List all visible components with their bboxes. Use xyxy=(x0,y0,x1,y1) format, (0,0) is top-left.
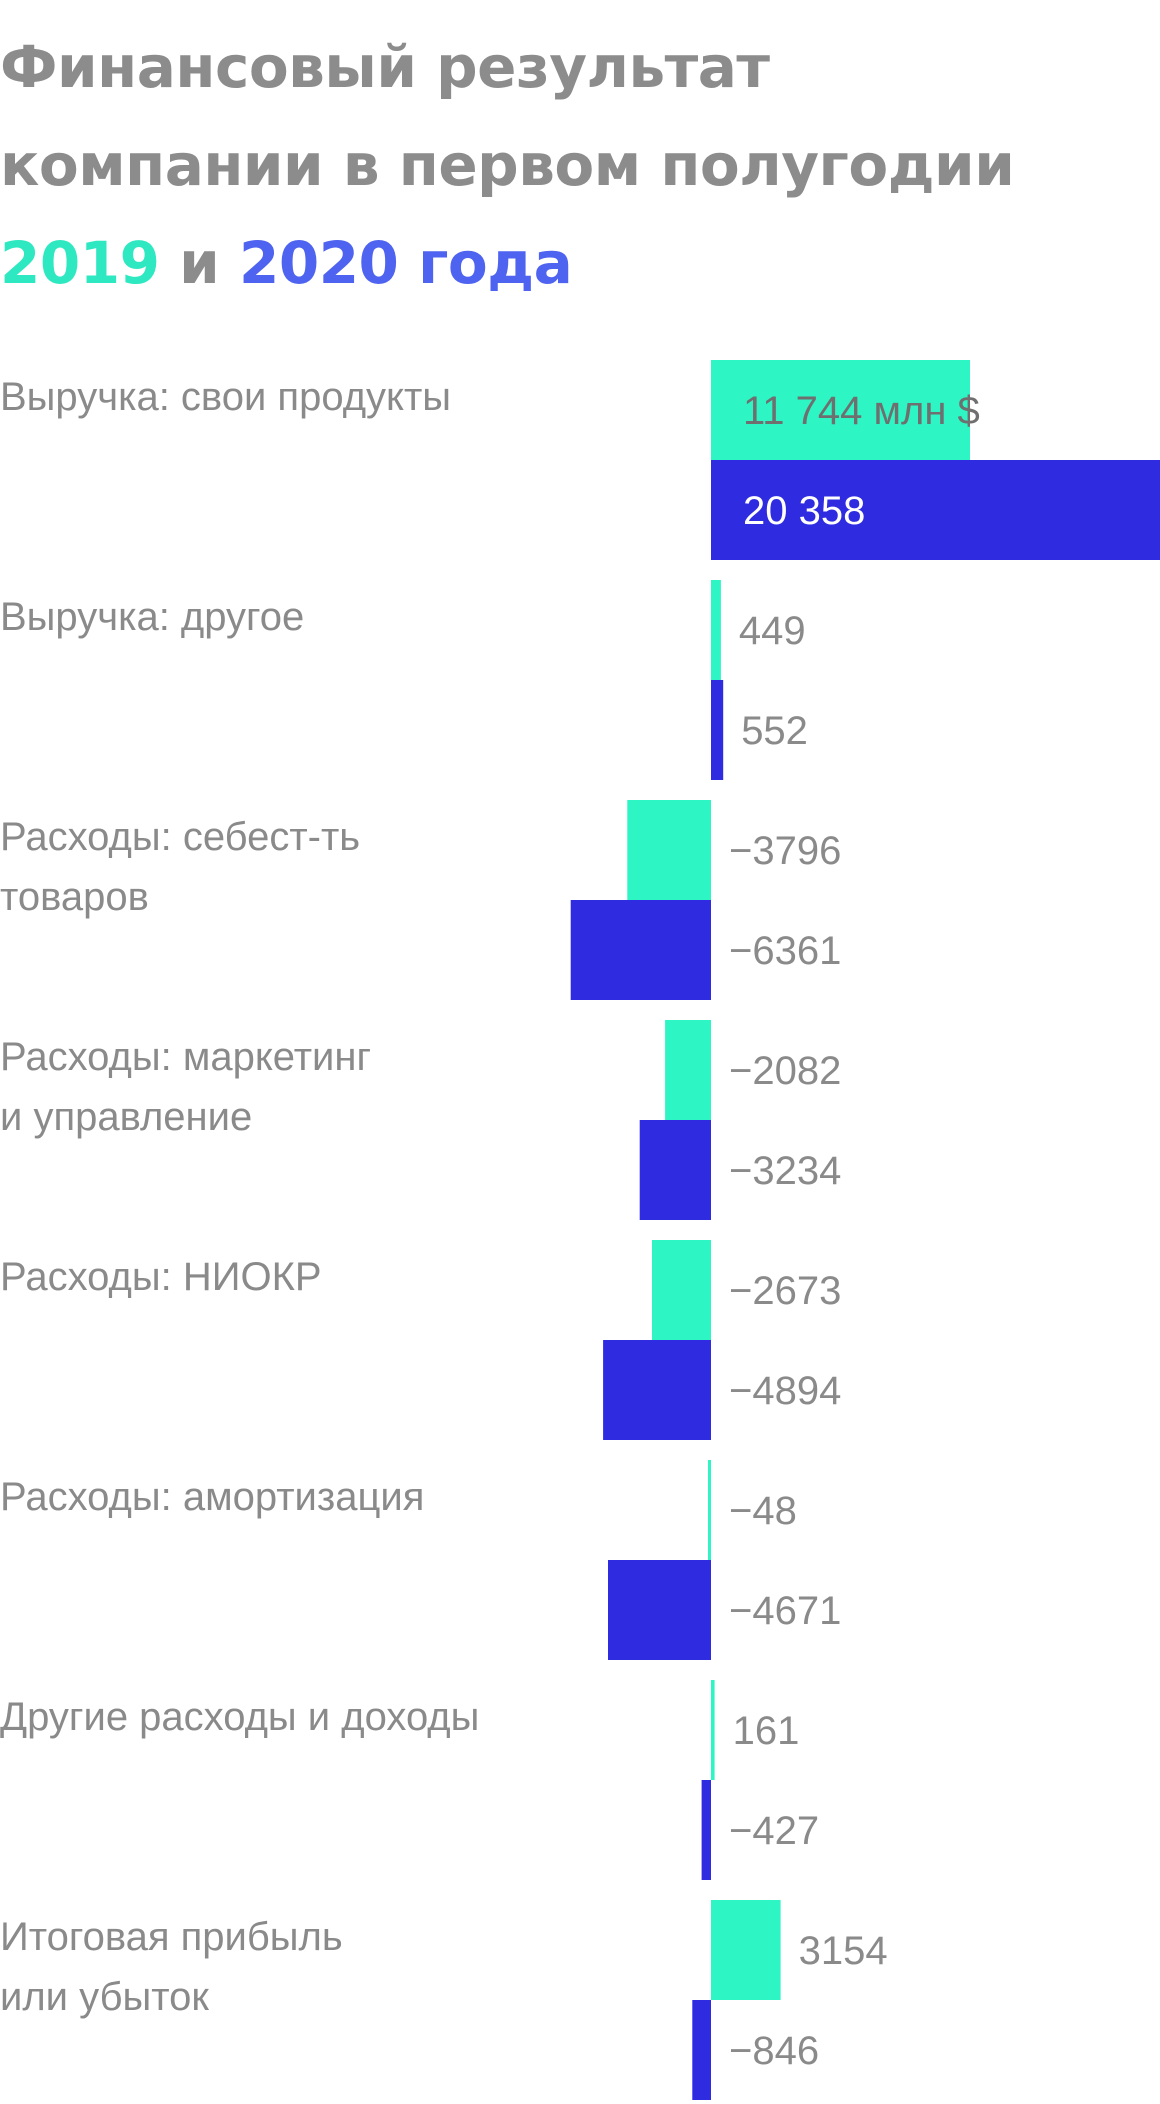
category-label: Выручка: другое xyxy=(0,595,304,639)
value-label: −427 xyxy=(729,1809,819,1853)
category-label: Расходы: НИОКР xyxy=(0,1255,322,1299)
category-label: Другие расходы и доходы xyxy=(0,1695,479,1739)
category-label-line: товаров xyxy=(0,875,149,919)
bar-2019 xyxy=(652,1240,711,1340)
value-label: −48 xyxy=(729,1489,797,1533)
title-year-2019: 2019 xyxy=(0,229,160,297)
bar-2019 xyxy=(665,1020,711,1120)
bar-2020 xyxy=(603,1340,711,1440)
category-label-line: Расходы: себест-ть xyxy=(0,815,360,859)
category-label-line: и управление xyxy=(0,1095,252,1139)
bar-2019 xyxy=(711,360,970,460)
value-label: −6361 xyxy=(729,929,841,973)
value-label: −2673 xyxy=(729,1269,841,1313)
category-label-line: Выручка: свои продукты xyxy=(0,375,451,419)
title-year-2020: 2020 года xyxy=(238,229,573,297)
value-label: −2082 xyxy=(729,1049,841,1093)
bar-2019 xyxy=(711,580,721,680)
value-label: −3234 xyxy=(729,1149,841,1193)
bar-2020 xyxy=(711,460,1160,560)
chart-title-line-3: 2019 и 2020 года xyxy=(0,214,1150,312)
bar-2020 xyxy=(639,1120,711,1220)
category-label-line: Расходы: амортизация xyxy=(0,1475,424,1519)
category-label: Выручка: свои продукты xyxy=(0,375,451,419)
bar-2019 xyxy=(711,1680,715,1780)
title-conjunction: и xyxy=(179,229,220,297)
value-label: 20 358 xyxy=(743,489,865,533)
chart-title: Финансовый результат компании в первом п… xyxy=(0,18,1150,312)
chart-title-line-1: Финансовый результат xyxy=(0,33,770,101)
bar-2020 xyxy=(711,680,724,780)
value-label: 161 xyxy=(733,1709,800,1753)
value-label: −4894 xyxy=(729,1369,841,1413)
value-label: −846 xyxy=(729,2029,819,2073)
category-label-line: Итоговая прибыль xyxy=(0,1915,343,1959)
value-label: −4671 xyxy=(729,1589,841,1633)
bar-2020 xyxy=(570,900,711,1000)
value-label: 552 xyxy=(741,709,808,753)
bar-2019 xyxy=(627,800,711,900)
bar-2020 xyxy=(608,1560,711,1660)
category-label-line: Другие расходы и доходы xyxy=(0,1695,479,1739)
category-label-line: или убыток xyxy=(0,1975,209,2019)
category-label: Расходы: себест-ть товаров xyxy=(0,815,360,919)
value-label: 449 xyxy=(739,609,806,653)
category-label: Расходы: маркетинг и управление xyxy=(0,1035,371,1139)
category-label-line: Расходы: маркетинг xyxy=(0,1035,371,1079)
chart-title-line-2: компании в первом полугодии xyxy=(0,131,1015,199)
category-label: Расходы: амортизация xyxy=(0,1475,424,1519)
value-label: 3154 xyxy=(799,1929,888,1973)
bar-2019 xyxy=(711,1900,781,2000)
bar-2019 xyxy=(708,1460,711,1560)
value-label: −3796 xyxy=(729,829,841,873)
bar-2020 xyxy=(701,1780,711,1880)
category-label-line: Выручка: другое xyxy=(0,595,304,639)
category-label-line: Расходы: НИОКР xyxy=(0,1255,322,1299)
bar-2020 xyxy=(692,2000,711,2100)
category-label: Итоговая прибыль или убыток xyxy=(0,1915,343,2019)
value-label: 11 744 млн $ xyxy=(743,389,980,433)
